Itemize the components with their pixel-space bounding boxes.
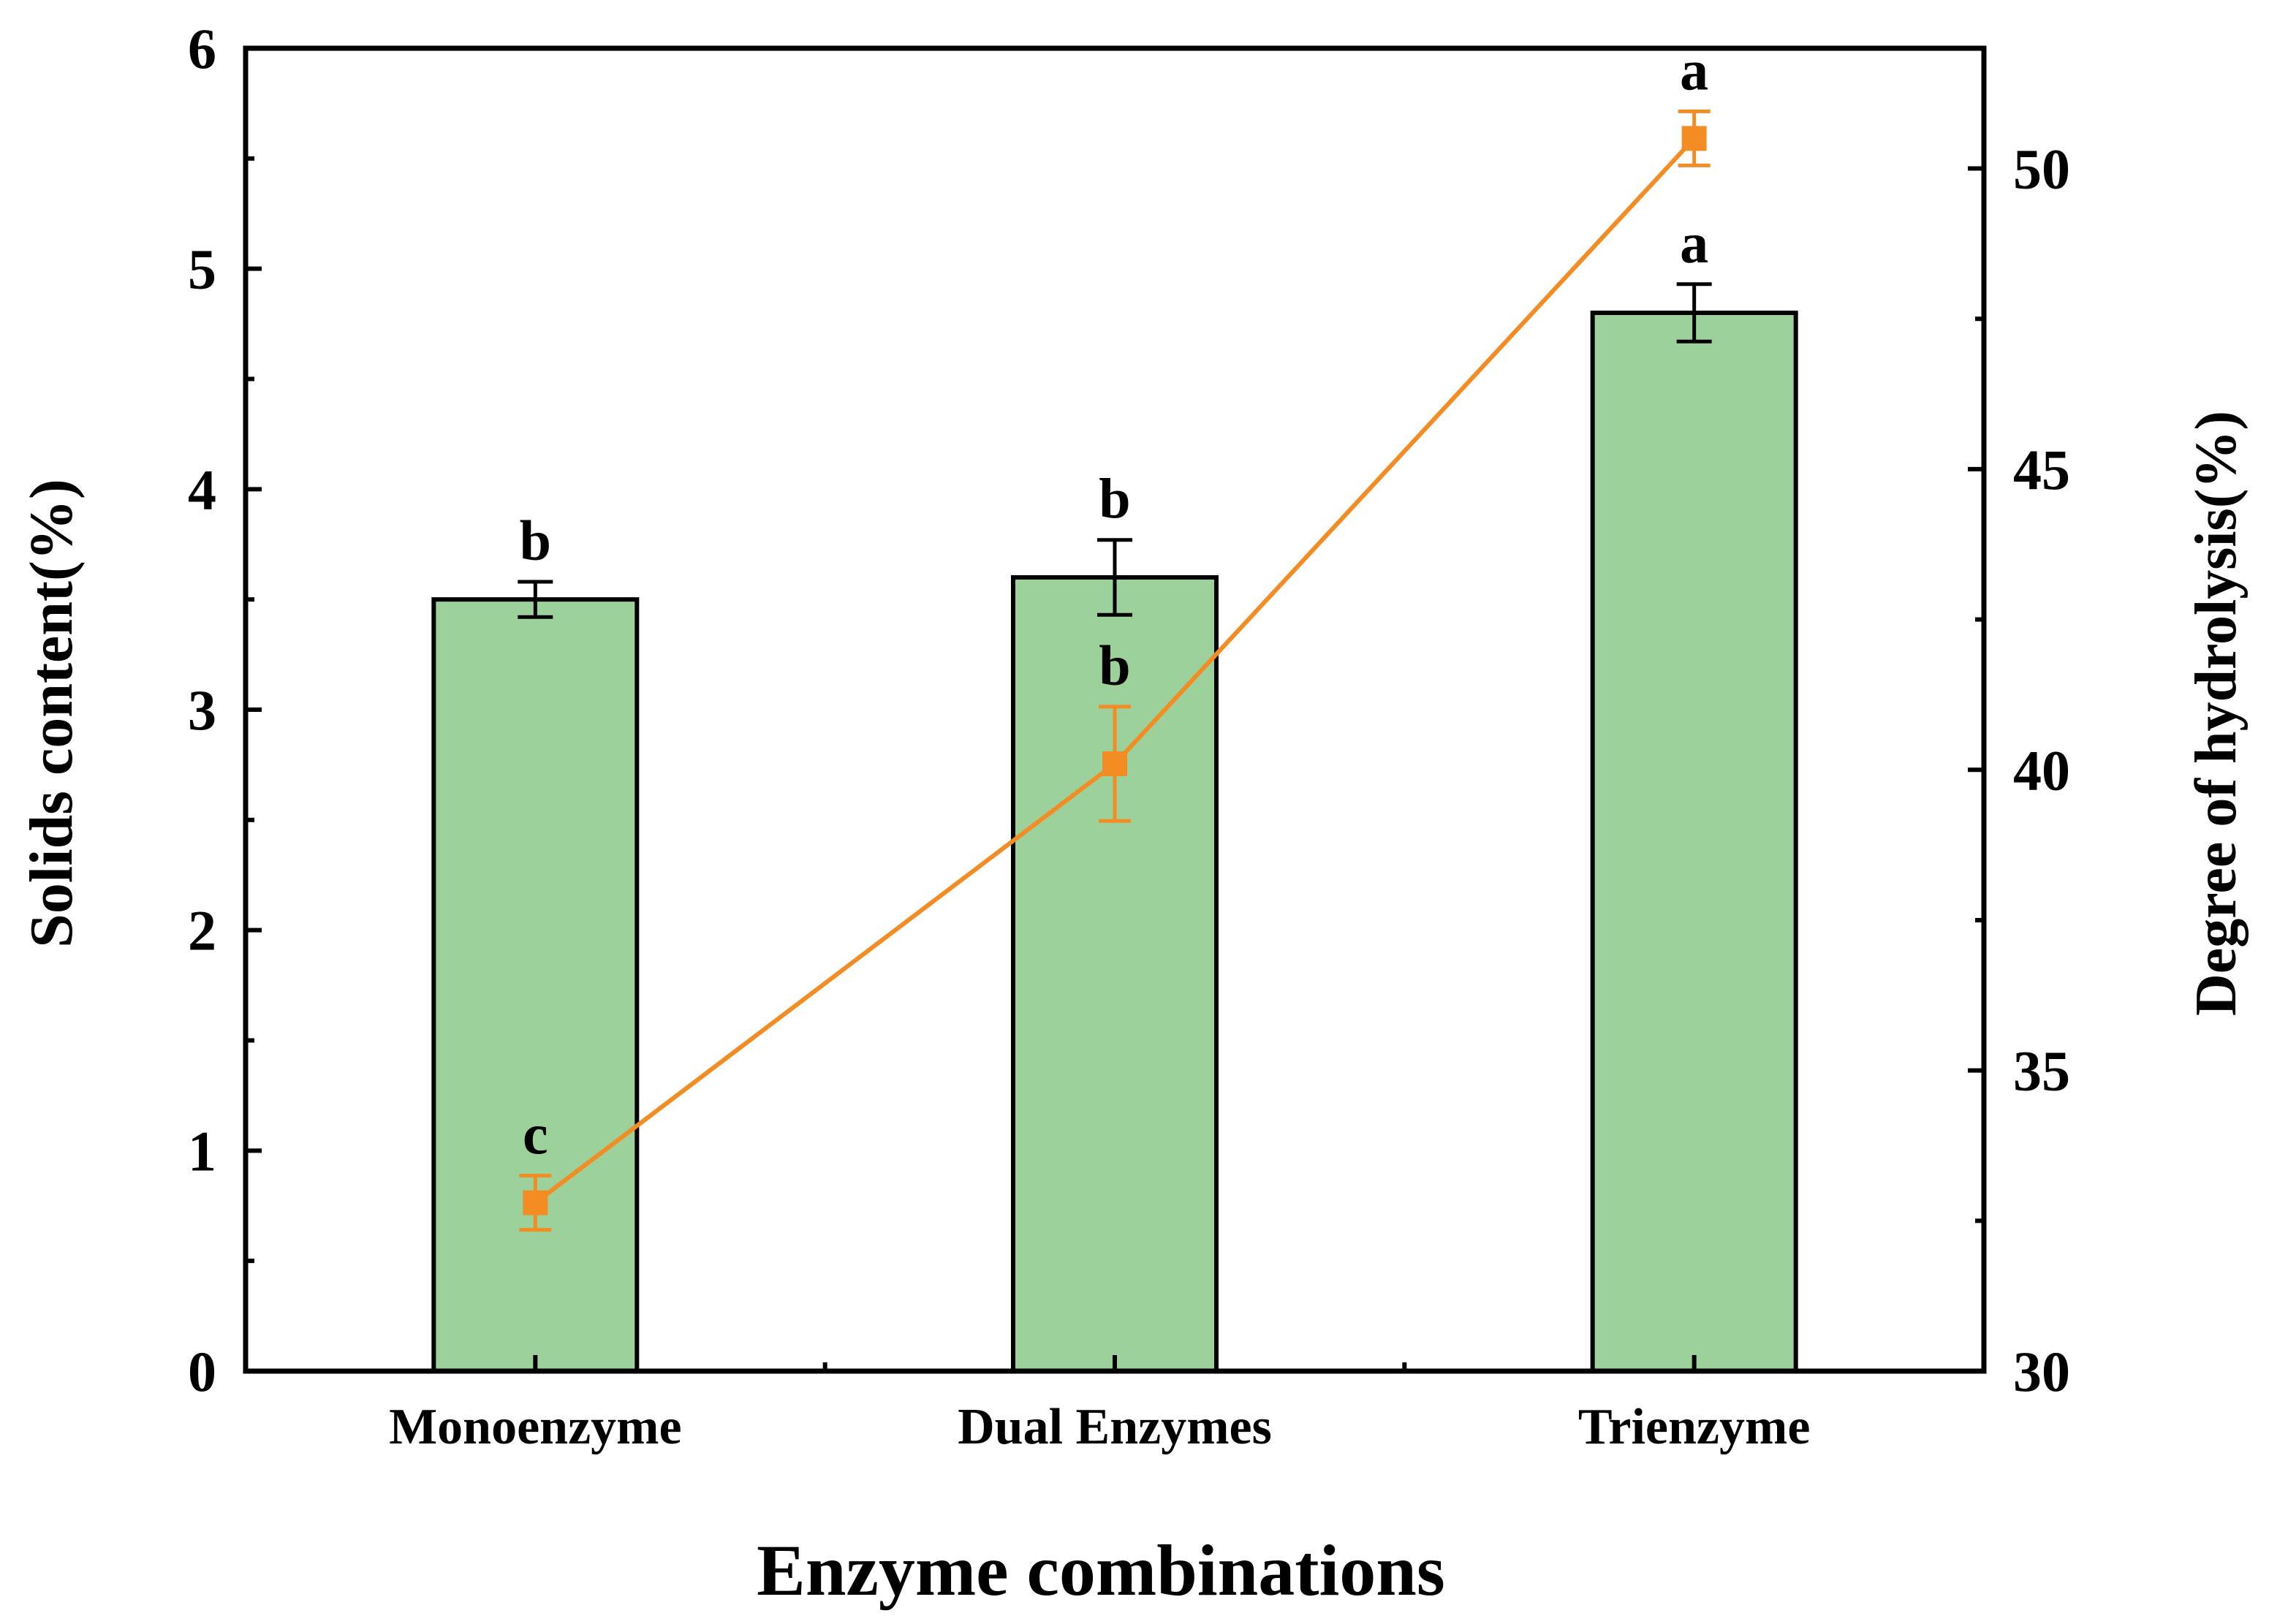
text-layer: Enzyme combinations Solids content(%) De…: [18, 17, 2249, 1611]
right-y-axis-title: Degree of hydrolysis(%): [2184, 411, 2249, 1016]
category-label: Trienzyme: [1578, 1399, 1810, 1455]
bars-layer: [431, 282, 1798, 1374]
left-tick-label: 0: [188, 1340, 216, 1403]
right-tick-label: 45: [2013, 438, 2070, 501]
data-point-marker: [1102, 751, 1127, 777]
x-axis-title: Enzyme combinations: [757, 1530, 1445, 1611]
category-label: Monoenzyme: [389, 1399, 681, 1455]
right-tick-label: 30: [2013, 1340, 2070, 1403]
left-tick-label: 3: [188, 678, 216, 742]
data-point-marker: [523, 1190, 548, 1215]
axes-layer: [243, 45, 1987, 1374]
bar-significance-letter: b: [520, 509, 551, 572]
bar-significance-letter: a: [1680, 211, 1708, 275]
line-layer: [519, 109, 1711, 1232]
point-significance-letter: b: [1099, 634, 1130, 697]
category-label: Dual Enzymes: [958, 1399, 1272, 1455]
left-tick-label: 5: [188, 238, 216, 301]
bar: [431, 597, 640, 1374]
right-tick-label: 40: [2013, 738, 2070, 802]
left-tick-label: 6: [188, 17, 216, 80]
point-significance-letter: a: [1680, 38, 1708, 102]
bar: [1590, 311, 1798, 1373]
left-y-axis-title: Solids content(%): [18, 479, 86, 948]
bar-significance-letter: b: [1099, 467, 1130, 531]
right-tick-label: 35: [2013, 1039, 2070, 1103]
data-point-marker: [1681, 126, 1707, 151]
right-tick-label: 50: [2013, 137, 2070, 201]
left-tick-label: 2: [188, 899, 216, 963]
left-tick-label: 1: [188, 1119, 216, 1183]
point-significance-letter: c: [523, 1103, 548, 1166]
left-tick-label: 4: [188, 458, 216, 521]
